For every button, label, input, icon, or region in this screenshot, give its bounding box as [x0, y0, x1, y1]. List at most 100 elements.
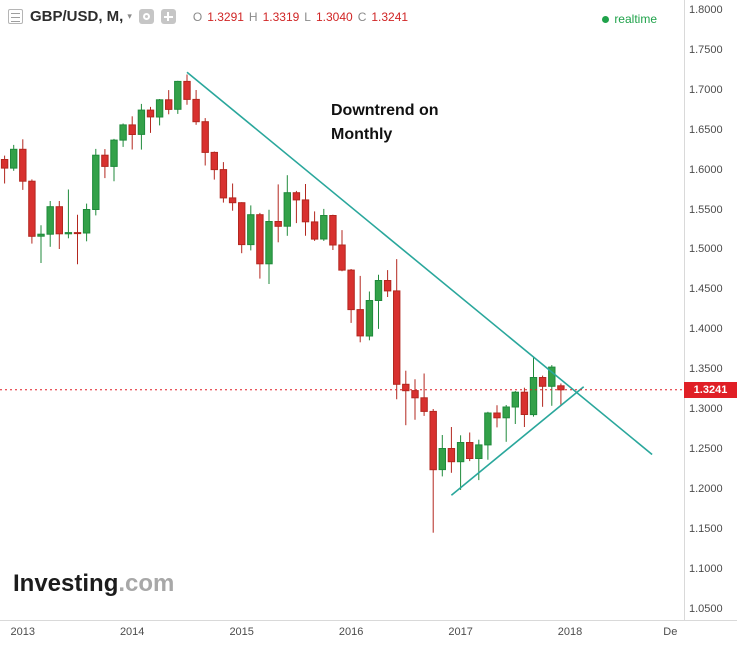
candle-2013-01 — [19, 139, 27, 190]
candle-2015-05 — [274, 184, 282, 243]
candle-2016-10 — [429, 409, 437, 533]
price-tick-label: 1.1500 — [689, 522, 723, 535]
candle-2013-12 — [119, 123, 127, 147]
candle-2017-08 — [520, 387, 529, 427]
candle-2016-05 — [383, 270, 392, 297]
candle-2013-11 — [110, 138, 118, 182]
candle-2013-04 — [46, 201, 54, 247]
candle-2016-07 — [402, 370, 410, 426]
time-axis[interactable]: 2013 2014 2015 2016 2017 2018 De — [0, 621, 737, 645]
candle-2014-02 — [137, 103, 146, 150]
candle-2014-10 — [210, 151, 219, 180]
candle-2016-09 — [420, 373, 428, 416]
logo-brand-text: Investing — [13, 570, 119, 597]
candle-2012-12 — [10, 144, 18, 171]
symbol-title[interactable]: GBP/USD, M, — [30, 8, 124, 25]
uptrend-line[interactable] — [450, 386, 585, 496]
price-tick-label: 1.4500 — [689, 283, 723, 296]
settings-glyph — [163, 12, 173, 21]
candle-2013-03 — [37, 225, 45, 263]
candle-2016-12 — [447, 427, 456, 473]
candle-2014-06 — [174, 80, 182, 114]
chart-text-annotation[interactable]: Downtrend on Monthly — [331, 99, 439, 147]
realtime-badge: realtime — [602, 12, 657, 26]
chart-menu-icon[interactable] — [8, 9, 23, 24]
time-tick-label: 2017 — [448, 626, 473, 638]
candle-2016-01 — [347, 269, 355, 323]
logo-suffix-text: .com — [118, 570, 175, 597]
close-value: 1.3241 — [371, 9, 409, 24]
candle-2014-05 — [165, 90, 173, 115]
candle-2016-06 — [393, 259, 401, 400]
price-tick-label: 1.3000 — [689, 403, 723, 415]
candle-2014-09 — [201, 118, 209, 166]
candle-2014-08 — [192, 90, 200, 125]
price-tick-label: 1.7500 — [689, 43, 723, 56]
candle-2014-04 — [155, 99, 164, 126]
price-tick-label: 1.1000 — [689, 562, 723, 575]
downtrend-line[interactable] — [186, 71, 653, 456]
time-tick-label: 2018 — [557, 626, 583, 638]
price-tick-label: 1.4000 — [689, 323, 723, 336]
candle-2016-02 — [356, 275, 364, 343]
price-tick-label: 1.6500 — [689, 123, 723, 136]
candle-2013-10 — [101, 149, 109, 179]
price-axis[interactable]: 1.8000 1.7500 1.7000 1.6500 1.6000 1.5500 1.50… — [685, 0, 737, 620]
candle-2013-02 — [28, 179, 36, 244]
open-value: 1.3291 — [207, 9, 244, 24]
candle-2016-03 — [365, 291, 374, 341]
candle-2017-01 — [456, 435, 465, 490]
candle-2015-09 — [310, 211, 319, 241]
candle-2015-01 — [238, 202, 246, 254]
settings-icon[interactable] — [160, 9, 176, 24]
ohlc-readout: O 1.3291 H 1.3319 L 1.3040 C 1.3241 — [193, 10, 408, 24]
price-tick-label: 1.5000 — [689, 243, 723, 256]
candle-2017-02 — [466, 432, 474, 462]
candle-2017-05 — [493, 405, 501, 428]
candle-2012-11 — [0, 155, 9, 184]
chevron-down-icon[interactable]: ▾ — [127, 11, 132, 21]
time-tick-label: 2013 — [10, 626, 36, 638]
candle-2016-08 — [411, 379, 419, 420]
investing-logo: Investing.com — [13, 570, 174, 598]
camera-icon[interactable] — [138, 9, 154, 24]
candle-2014-12 — [228, 183, 237, 211]
candle-2015-03 — [256, 212, 264, 279]
candle-2016-11 — [438, 435, 447, 477]
time-tick-label: 2016 — [338, 626, 364, 638]
price-tick-label: 1.0500 — [689, 602, 723, 615]
candle-2017-07 — [511, 391, 519, 424]
candle-2015-12 — [338, 230, 346, 272]
time-tick-label: De — [663, 626, 678, 638]
camera-lens-glyph — [142, 13, 150, 20]
candle-2015-04 — [265, 209, 273, 284]
price-tick-label: 1.2500 — [689, 442, 723, 455]
candle-2013-09 — [92, 148, 100, 216]
price-tick-label: 1.8000 — [689, 4, 723, 16]
time-tick-label: 2015 — [229, 626, 254, 638]
candle-2015-08 — [301, 184, 310, 236]
price-tick-label: 1.3500 — [689, 363, 723, 376]
candle-2017-06 — [502, 405, 510, 442]
price-tick-label: 1.6000 — [689, 163, 723, 176]
price-tick-label: 1.7000 — [689, 83, 723, 96]
candle-2017-09 — [529, 356, 538, 417]
candle-2014-03 — [146, 106, 155, 133]
close-label: C — [357, 9, 367, 24]
open-label: O — [192, 9, 203, 24]
candle-2014-01 — [128, 116, 136, 150]
candle-2013-08 — [82, 203, 91, 242]
candle-2015-06 — [283, 175, 292, 236]
time-tick-label: 2014 — [119, 626, 145, 638]
candle-2013-05 — [55, 201, 63, 249]
annotation-line-1: Downtrend on — [331, 102, 439, 119]
high-value: 1.3319 — [262, 9, 300, 24]
candle-2014-11 — [219, 162, 228, 203]
annotation-line-2: Monthly — [331, 126, 393, 143]
candle-2017-04 — [484, 411, 492, 460]
candle-2017-12 — [557, 383, 565, 406]
candle-2015-10 — [320, 208, 328, 241]
candle-2017-10 — [538, 375, 547, 407]
